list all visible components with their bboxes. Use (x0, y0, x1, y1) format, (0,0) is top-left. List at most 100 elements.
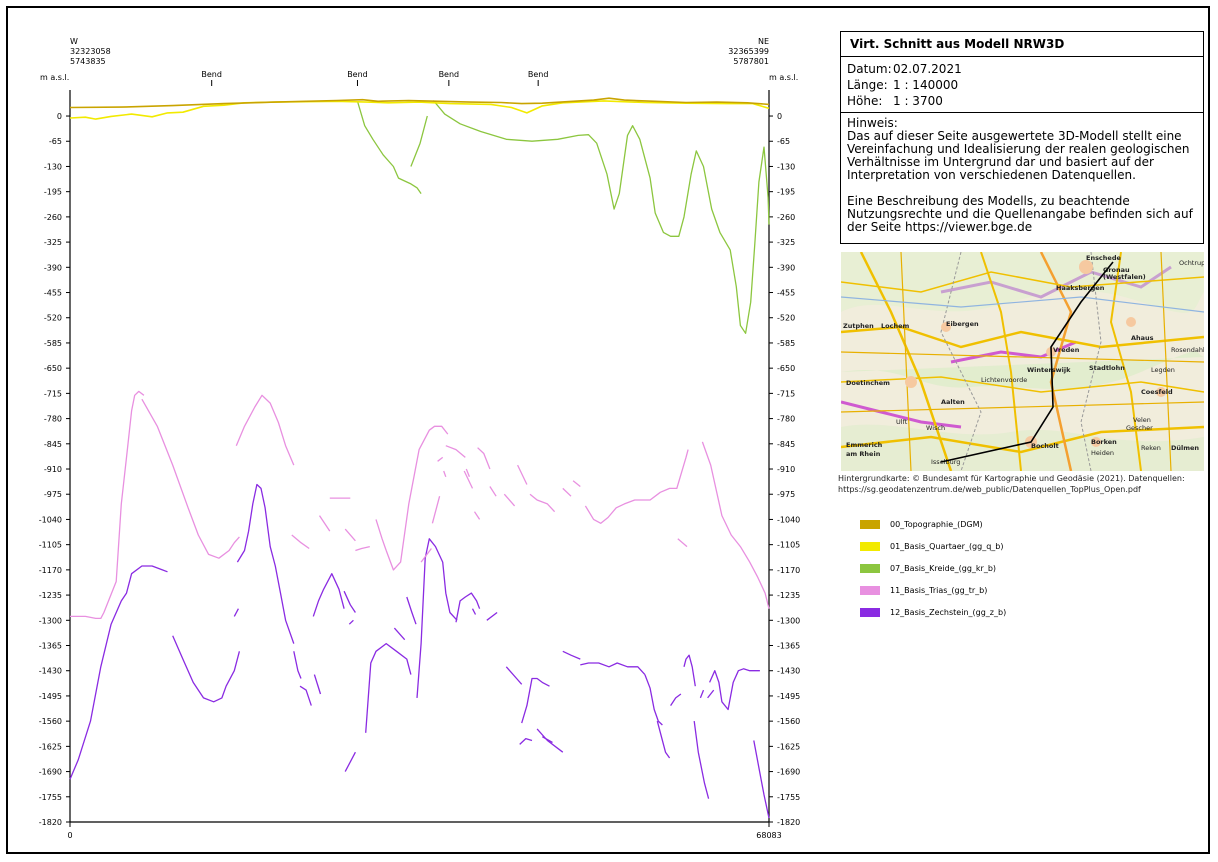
horizon-segment (644, 674, 663, 726)
horizon-segment (293, 651, 302, 679)
map-place-label: Lochem (881, 322, 909, 330)
info-laenge-row: Länge: 1 : 140000 (847, 77, 1198, 93)
geological-section-chart: W 32323058 5743835 NE 32365399 5787801 m… (39, 37, 801, 840)
legend-label: 00_Topographie_(DGM) (890, 520, 983, 529)
right-unit-label: m a.s.l. (769, 73, 798, 82)
info-box: Virt. Schnitt aus Modell NRW3D Datum:02.… (840, 31, 1204, 244)
section-trace-line (940, 261, 1114, 463)
horizon-segment (463, 470, 474, 489)
y-tick-label-left: -780 (44, 415, 62, 424)
y-tick-label-right: -1105 (777, 541, 800, 550)
info-title: Virt. Schnitt aus Modell NRW3D (841, 32, 1203, 57)
map-place-label: Zutphen (843, 322, 874, 330)
horizon-segment (313, 674, 322, 695)
y-tick-label-right: -1235 (777, 591, 800, 600)
horizon-segment (656, 720, 671, 759)
horizon-segment (69, 97, 770, 109)
y-tick-label-right: -845 (777, 440, 795, 449)
bend-label: Bend (347, 70, 368, 79)
info-note: Hinweis: Das auf dieser Seite ausgewerte… (841, 113, 1203, 251)
horizon-segment (580, 662, 646, 676)
y-tick-label-right: -585 (777, 339, 795, 348)
y-tick-label-right: -975 (777, 490, 795, 499)
y-tick-label-right: -1495 (777, 692, 800, 701)
right-easting-label: 32365399 (728, 47, 769, 56)
y-tick-label-right: -65 (777, 137, 790, 146)
y-tick-label-left: -650 (44, 364, 62, 373)
horizon-segment (299, 685, 312, 706)
series-12_Basis_Zechstein_(gg_z_b) (69, 483, 770, 819)
hoehe-value: 1 : 3700 (893, 94, 943, 108)
horizon-segment (465, 468, 471, 478)
y-tick-label-left: -520 (44, 314, 62, 323)
y-tick-label-right: -910 (777, 465, 795, 474)
y-tick-label-left: -845 (44, 440, 62, 449)
horizon-segment (344, 751, 356, 772)
horizon-segment (348, 619, 354, 625)
y-tick-label-right: -1365 (777, 642, 800, 651)
map-place-label: Stadtlohn (1089, 364, 1125, 372)
y-tick-label-left: -715 (44, 389, 62, 398)
map-base-features (841, 252, 1204, 471)
y-tick-label-right: 0 (777, 112, 782, 121)
y-tick-label-left: -1365 (39, 642, 62, 651)
horizon-segment (375, 519, 387, 551)
hoehe-label: Höhe: (847, 94, 883, 108)
y-tick-label-right: -1560 (777, 717, 800, 726)
horizon-segment (521, 677, 550, 724)
y-tick-label-right: -1170 (777, 566, 800, 575)
horizon-segment (318, 515, 331, 532)
horizon-segment (356, 101, 422, 194)
x-tick-label-start: 0 (67, 831, 72, 840)
y-tick-label-left: -1040 (39, 515, 62, 524)
horizon-segment (505, 666, 523, 685)
datum-label: Datum: (847, 62, 892, 76)
legend-swatch (860, 608, 880, 617)
y-tick-label-right: -1625 (777, 742, 800, 751)
section-header: W 32323058 5743835 NE 32365399 5787801 m… (40, 37, 798, 82)
y-tick-label-right: -1300 (777, 616, 800, 625)
horizon-segment (584, 449, 689, 524)
horizon-segment (503, 493, 516, 507)
legend-label: 11_Basis_Trias_(gg_tr_b) (890, 586, 988, 595)
horizon-segment (572, 480, 581, 488)
horizon-segment (445, 445, 466, 458)
section-axes: 0 0 -65 -65 -130 -130 -195 -195 -260 -260 -325 -325… (39, 90, 800, 840)
horizon-segment (291, 534, 310, 550)
horizon-segment (432, 100, 770, 334)
map-place-label: Legden (1151, 366, 1175, 374)
horizon-segment (683, 654, 696, 687)
horizon-lines (69, 97, 770, 819)
y-tick-label-left: 0 (57, 112, 62, 121)
legend-label: 01_Basis_Quartaer_(gg_q_b) (890, 542, 1004, 551)
map-place-label: Vreden (1053, 346, 1080, 354)
horizon-segment (437, 456, 444, 462)
series-07_Basis_Kreide_(gg_kr_b) (356, 100, 770, 334)
series-11_Basis_Trias_(gg_tr_b) (70, 390, 770, 620)
hinweis-label: Hinweis: (847, 116, 898, 130)
map-place-label: Eibergen (946, 320, 979, 328)
legend-swatch (860, 520, 880, 529)
map-place-label: Borken (1091, 438, 1117, 446)
horizon-segment (486, 611, 498, 621)
laenge-value: 1 : 140000 (893, 78, 959, 92)
y-tick-label-left: -260 (44, 213, 62, 222)
legend-label: 12_Basis_Zechstein_(gg_z_b) (890, 608, 1007, 617)
horizon-segment (344, 528, 356, 542)
horizon-segment (471, 608, 477, 615)
y-tick-label-left: -1690 (39, 768, 62, 777)
horizon-segment (670, 693, 682, 706)
map-place-label: (Westfalen) (1103, 273, 1146, 281)
map-place-label: Ochtrup (1179, 259, 1204, 267)
horizon-segment (172, 635, 241, 703)
horizon-segment (416, 538, 458, 698)
y-tick-label-left: -1625 (39, 742, 62, 751)
horizon-segment (312, 573, 345, 617)
bend-label: Bend (201, 70, 222, 79)
map-place-label: Winterswijk (1027, 366, 1071, 374)
horizon-segment (69, 100, 770, 120)
horizon-segment (141, 398, 240, 559)
y-tick-label-left: -1560 (39, 717, 62, 726)
y-tick-label-left: -1105 (39, 541, 62, 550)
horizon-segment (236, 483, 295, 644)
